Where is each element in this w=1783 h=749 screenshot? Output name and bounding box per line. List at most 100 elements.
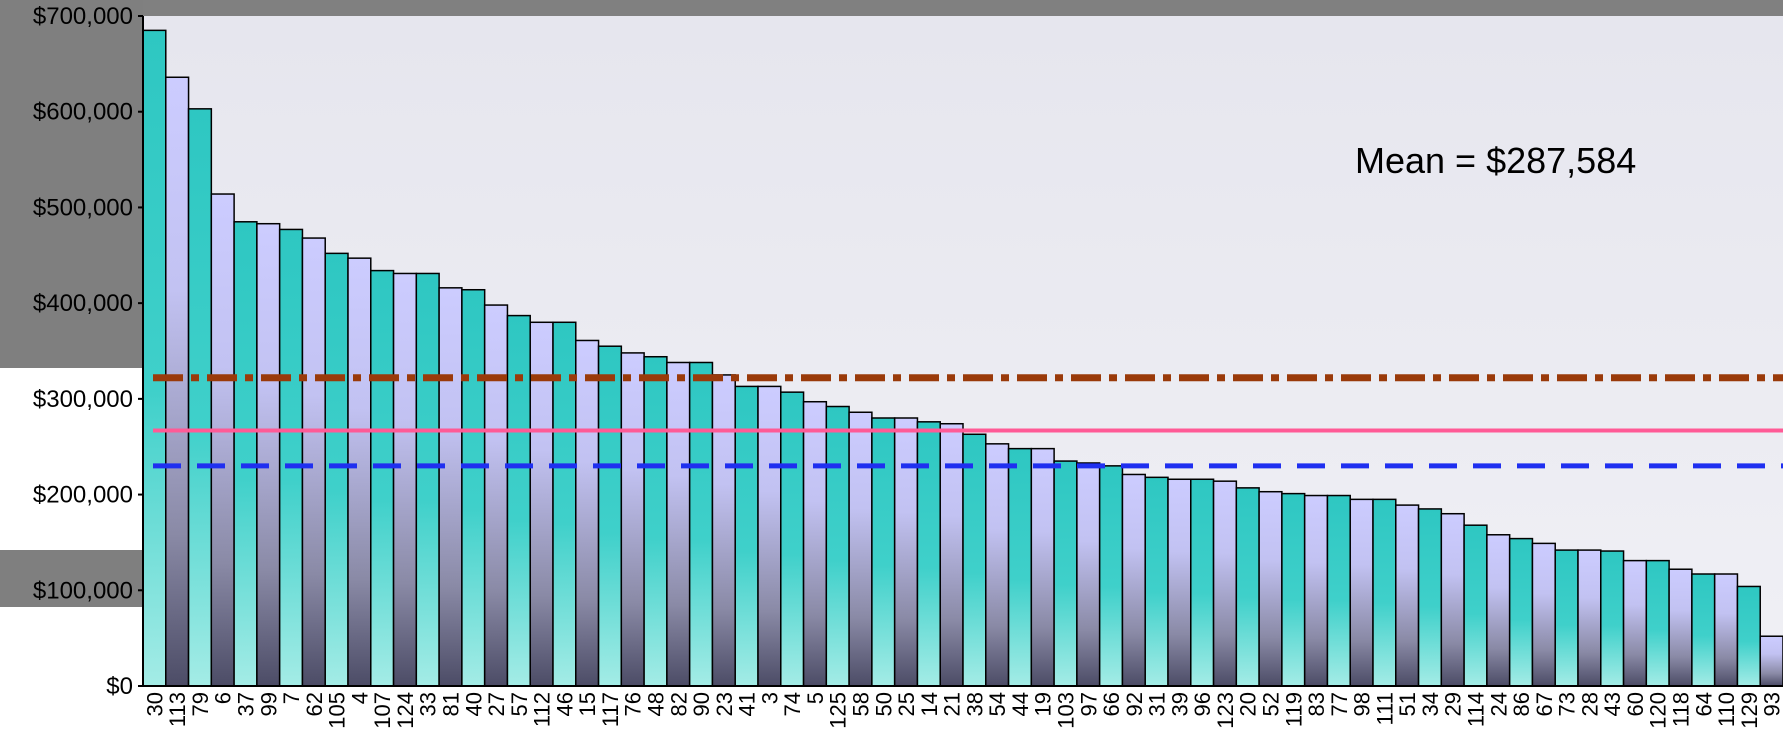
x-tick-label: 118 [1669,692,1694,727]
x-tick-label: 81 [439,692,464,716]
x-tick-label: 29 [1441,692,1466,716]
bar-119 [1281,492,1306,687]
x-tick-label: 33 [416,692,441,716]
bar-50 [871,417,896,687]
bar-67 [1531,542,1556,687]
bar-58 [848,411,873,687]
bar-19 [1030,447,1055,687]
bar-113 [165,76,190,687]
bar-37 [233,221,258,687]
x-tick-label: 86 [1509,692,1534,716]
x-tick-label: 117 [598,692,623,727]
x-tick-label: 98 [1350,692,1375,716]
x-tick-label: 105 [325,692,350,729]
x-tick-label: 92 [1122,692,1147,716]
bar-39 [1167,478,1192,687]
x-tick-label: 5 [803,692,828,704]
x-tick-label: 111 [1372,692,1397,725]
x-tick-label: 77 [1327,692,1352,716]
x-tick-label: 103 [1054,692,1079,729]
x-tick-label: 129 [1737,692,1762,729]
bar-107 [370,269,395,687]
bar-110 [1713,573,1739,687]
x-tick-label: 64 [1691,692,1716,716]
x-tick-label: 67 [1532,692,1557,716]
x-tick-label: 28 [1577,692,1602,716]
y-tick-label: $500,000 [33,194,133,221]
bar-43 [1600,550,1625,687]
y-tick-label: $200,000 [33,482,133,509]
bar-83 [1303,494,1329,687]
bar-73 [1554,549,1579,687]
x-tick-label: 6 [211,692,236,704]
bar-97 [1076,462,1101,687]
x-tick-label: 30 [142,692,167,716]
bar-129 [1736,585,1761,687]
x-tick-label: 79 [188,692,213,716]
bar-118 [1668,568,1693,687]
bar-92 [1121,473,1146,687]
bar-57 [506,314,531,687]
x-tick-label: 3 [757,692,782,704]
bar-6 [210,193,235,687]
x-axis-tick-labels: 3011379637997621054107124338140275711246… [142,692,1783,729]
bar-28 [1577,549,1602,687]
x-tick-label: 50 [871,692,896,716]
bar-105 [324,252,349,687]
bar-52 [1258,490,1283,687]
x-tick-label: 74 [780,692,805,716]
bar-93 [1759,635,1783,687]
bar-120 [1645,559,1670,687]
x-tick-label: 123 [1213,692,1238,729]
bar-86 [1508,537,1534,687]
bar-117 [597,345,623,687]
axis-label-panel-lower [0,550,143,607]
bar-60 [1622,559,1648,687]
y-tick-label: $600,000 [33,99,133,126]
x-tick-label: 31 [1145,692,1170,716]
x-tick-label: 24 [1486,692,1511,716]
x-tick-label: 82 [666,692,691,716]
x-tick-label: 7 [279,692,304,704]
bar-99 [256,222,281,687]
y-tick-label: $300,000 [33,386,133,413]
x-tick-label: 73 [1555,692,1580,716]
x-tick-label: 41 [735,692,760,716]
x-tick-label: 19 [1031,692,1056,716]
x-tick-label: 54 [985,692,1010,716]
bar-38 [962,433,987,687]
x-tick-label: 62 [302,692,327,716]
bar-76 [620,352,645,687]
x-tick-label: 23 [712,692,737,716]
bar-62 [301,237,326,687]
bar-54 [985,443,1010,687]
bar-5 [802,400,828,687]
x-tick-label: 60 [1623,692,1648,716]
bar-79 [187,108,213,687]
x-tick-label: 58 [849,692,874,716]
x-tick-label: 125 [826,692,851,729]
bar-23 [711,374,736,687]
x-tick-label: 34 [1418,692,1443,716]
x-tick-label: 25 [894,692,919,716]
x-tick-label: 99 [256,692,281,716]
x-tick-label: 20 [1236,692,1261,716]
x-tick-label: 39 [1167,692,1192,716]
y-tick-label: $400,000 [33,290,133,317]
bar-44 [1007,447,1033,687]
bar-33 [415,272,440,687]
bar-24 [1486,534,1511,687]
bar-81 [438,287,463,687]
bar-15 [575,339,600,687]
x-tick-label: 21 [940,692,965,716]
bar-98 [1349,498,1374,687]
bar-27 [483,304,509,687]
x-tick-label: 14 [917,692,942,716]
x-tick-label: 27 [484,692,509,716]
bar-4 [347,257,372,687]
bar-51 [1395,504,1420,687]
x-tick-label: 120 [1646,692,1671,729]
bar-20 [1235,487,1260,687]
x-tick-label: 43 [1600,692,1625,716]
